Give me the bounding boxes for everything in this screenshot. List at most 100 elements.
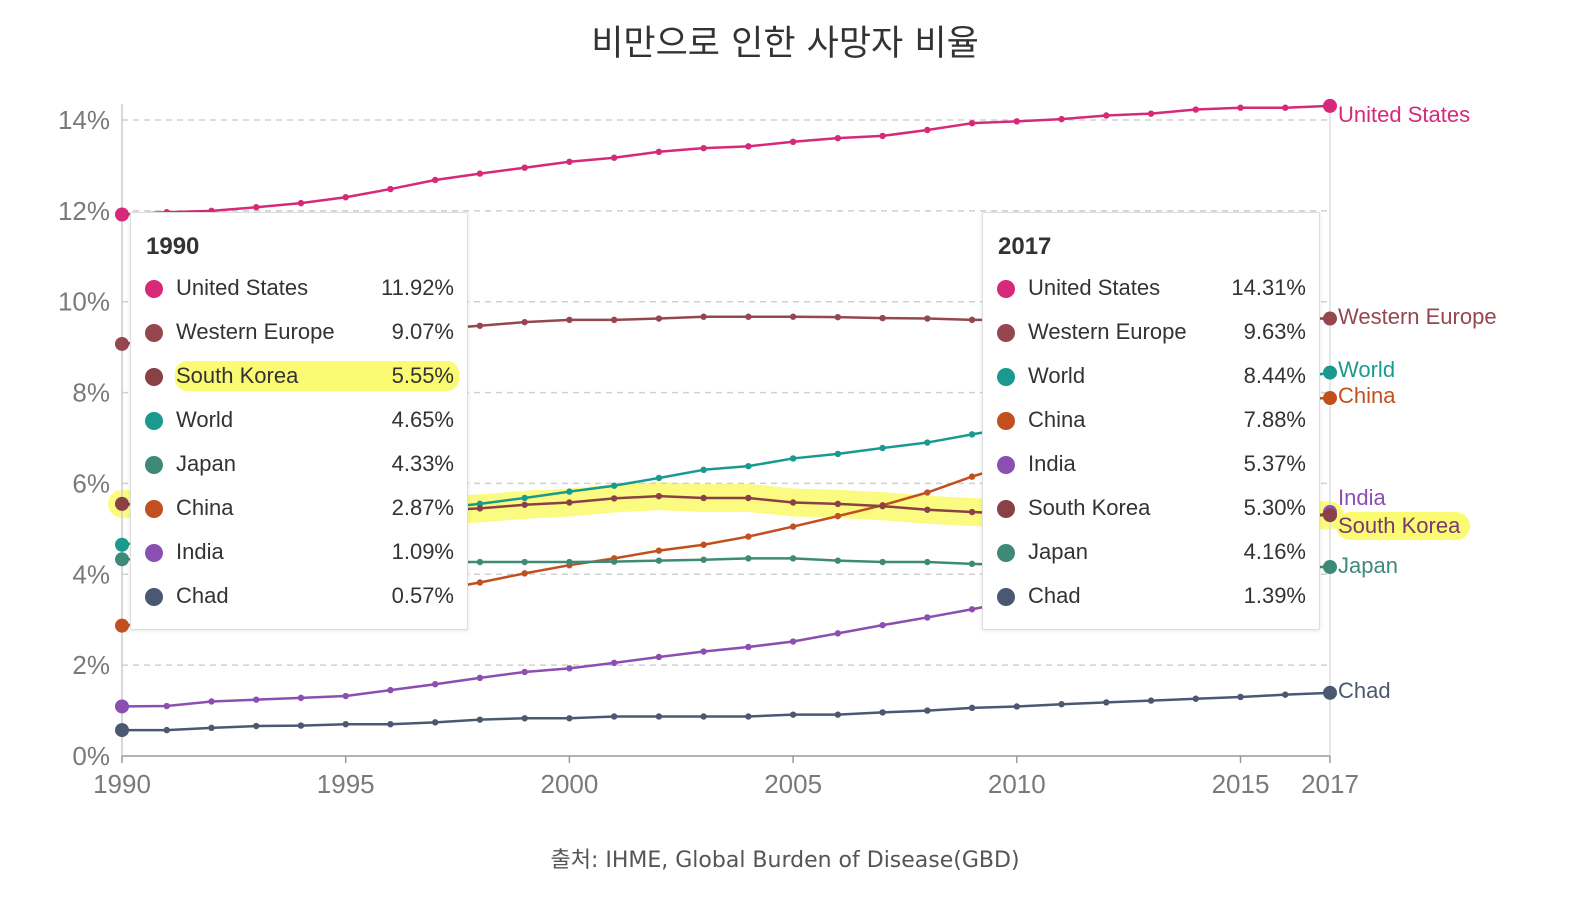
tooltip-series-name: South Korea xyxy=(176,363,299,388)
data-point-chad xyxy=(834,711,842,718)
tooltip-row: United States 14.31% xyxy=(983,269,1319,309)
end-label-highlight xyxy=(1336,512,1470,540)
data-point-united-states xyxy=(879,132,886,140)
data-point-chad xyxy=(566,715,573,722)
data-point-world xyxy=(610,482,618,489)
data-point-united-states xyxy=(655,148,663,155)
tooltip-row: United States 11.92% xyxy=(131,269,467,309)
data-point-south-korea xyxy=(655,492,663,500)
legend-dot-icon xyxy=(145,324,163,342)
data-point-india xyxy=(655,653,663,661)
tooltip-row-highlight xyxy=(175,361,459,391)
tooltip-series-name: China xyxy=(1028,407,1086,432)
data-point-south-korea xyxy=(610,495,618,502)
data-point-south-korea xyxy=(924,506,931,513)
tooltip-series-name: Chad xyxy=(1028,583,1081,608)
tooltip-row: South Korea 5.30% xyxy=(983,489,1319,529)
data-point-india xyxy=(297,694,305,702)
data-point-chad xyxy=(1282,691,1289,698)
x-tick-label: 1995 xyxy=(317,769,375,799)
data-point-chad xyxy=(297,722,305,729)
y-tick-label: 10% xyxy=(58,287,110,317)
data-point-united-states xyxy=(431,176,439,184)
legend-dot-icon xyxy=(145,456,163,474)
tooltip-series-name: Japan xyxy=(1028,539,1088,564)
y-tick-label: 2% xyxy=(72,650,110,680)
legend-dot-icon xyxy=(997,368,1015,386)
data-point-india xyxy=(387,686,394,694)
series-line-chad xyxy=(122,691,1331,732)
tooltip-row: China 7.88% xyxy=(983,401,1319,441)
tooltip-series-value: 9.07% xyxy=(391,319,454,344)
data-point-india xyxy=(163,702,170,710)
data-point-china xyxy=(745,533,752,540)
tooltip-row: Japan 4.16% xyxy=(983,533,1319,573)
data-point-south-korea xyxy=(566,499,573,506)
data-point-india xyxy=(431,681,439,688)
tooltip-row: India 5.37% xyxy=(983,445,1319,485)
data-point-united-states xyxy=(924,126,931,134)
data-point-india xyxy=(253,696,260,703)
tooltip-year: 2017 xyxy=(998,233,1052,260)
tooltip-series-name: India xyxy=(1028,451,1076,476)
data-point-chad xyxy=(1323,685,1337,700)
data-point-united-states xyxy=(1013,118,1021,125)
data-point-western-europe xyxy=(1323,311,1337,326)
data-point-china xyxy=(1323,391,1337,406)
data-point-india xyxy=(700,648,707,655)
data-point-japan xyxy=(476,558,484,566)
data-point-chad xyxy=(1103,699,1110,706)
data-point-india xyxy=(566,665,573,672)
data-point-japan xyxy=(655,557,663,564)
data-point-western-europe xyxy=(789,313,797,320)
data-point-chad xyxy=(879,709,886,716)
tooltip-series-value: 5.30% xyxy=(1243,495,1306,520)
data-point-china xyxy=(115,618,129,633)
end-label-western-europe: Western Europe xyxy=(1338,304,1497,329)
tooltip-series-value: 9.63% xyxy=(1243,319,1306,344)
data-point-chad xyxy=(208,724,215,732)
data-point-india xyxy=(745,643,752,651)
data-point-chad xyxy=(1013,703,1021,710)
data-point-china xyxy=(968,473,976,480)
tooltip-series-value: 7.88% xyxy=(1243,407,1306,432)
data-point-south-korea xyxy=(745,494,752,502)
data-point-chad xyxy=(163,726,170,734)
end-label-india: India xyxy=(1338,485,1386,510)
y-tick-label: 6% xyxy=(72,468,110,498)
data-point-united-states xyxy=(115,207,129,222)
data-point-chad xyxy=(476,716,484,723)
tooltip-series-value: 4.16% xyxy=(1243,539,1306,564)
legend-dot-icon xyxy=(997,544,1015,562)
data-point-western-europe xyxy=(566,316,573,324)
end-label-united-states: United States xyxy=(1338,102,1470,127)
data-point-japan xyxy=(968,560,976,568)
tooltip-row: South Korea 5.55% xyxy=(131,357,467,397)
legend-dot-icon xyxy=(997,500,1015,518)
x-tick-label: 2017 xyxy=(1301,769,1359,799)
end-label-south-korea: South Korea xyxy=(1338,513,1461,538)
tooltip-series-name: United States xyxy=(176,275,309,300)
y-tick-label: 14% xyxy=(58,105,110,135)
series-united-states xyxy=(115,98,1337,222)
data-point-south-korea xyxy=(476,505,484,512)
legend-dot-icon xyxy=(145,368,163,386)
tooltip-series-value: 5.55% xyxy=(391,363,454,388)
data-point-china xyxy=(700,541,707,548)
end-label-chad: Chad xyxy=(1338,678,1391,703)
data-point-western-europe xyxy=(924,315,931,322)
data-point-united-states xyxy=(1103,112,1110,119)
data-point-united-states xyxy=(1323,98,1337,113)
data-point-world xyxy=(476,500,484,508)
tooltip-series-name: India xyxy=(176,539,224,564)
data-point-world xyxy=(968,431,976,438)
tooltip-series-value: 2.87% xyxy=(391,495,454,520)
data-point-world xyxy=(1323,365,1337,380)
data-point-western-europe xyxy=(610,316,618,324)
data-point-united-states xyxy=(789,138,797,146)
data-point-western-europe xyxy=(655,315,663,322)
x-tick-label: 2015 xyxy=(1212,769,1270,799)
tooltip-series-value: 14.31% xyxy=(1231,275,1306,300)
axes: 0% 2% 4% 6% 8% 10% 12% 14% 1990 1995 2000 2005 2010 2… xyxy=(58,104,1359,799)
